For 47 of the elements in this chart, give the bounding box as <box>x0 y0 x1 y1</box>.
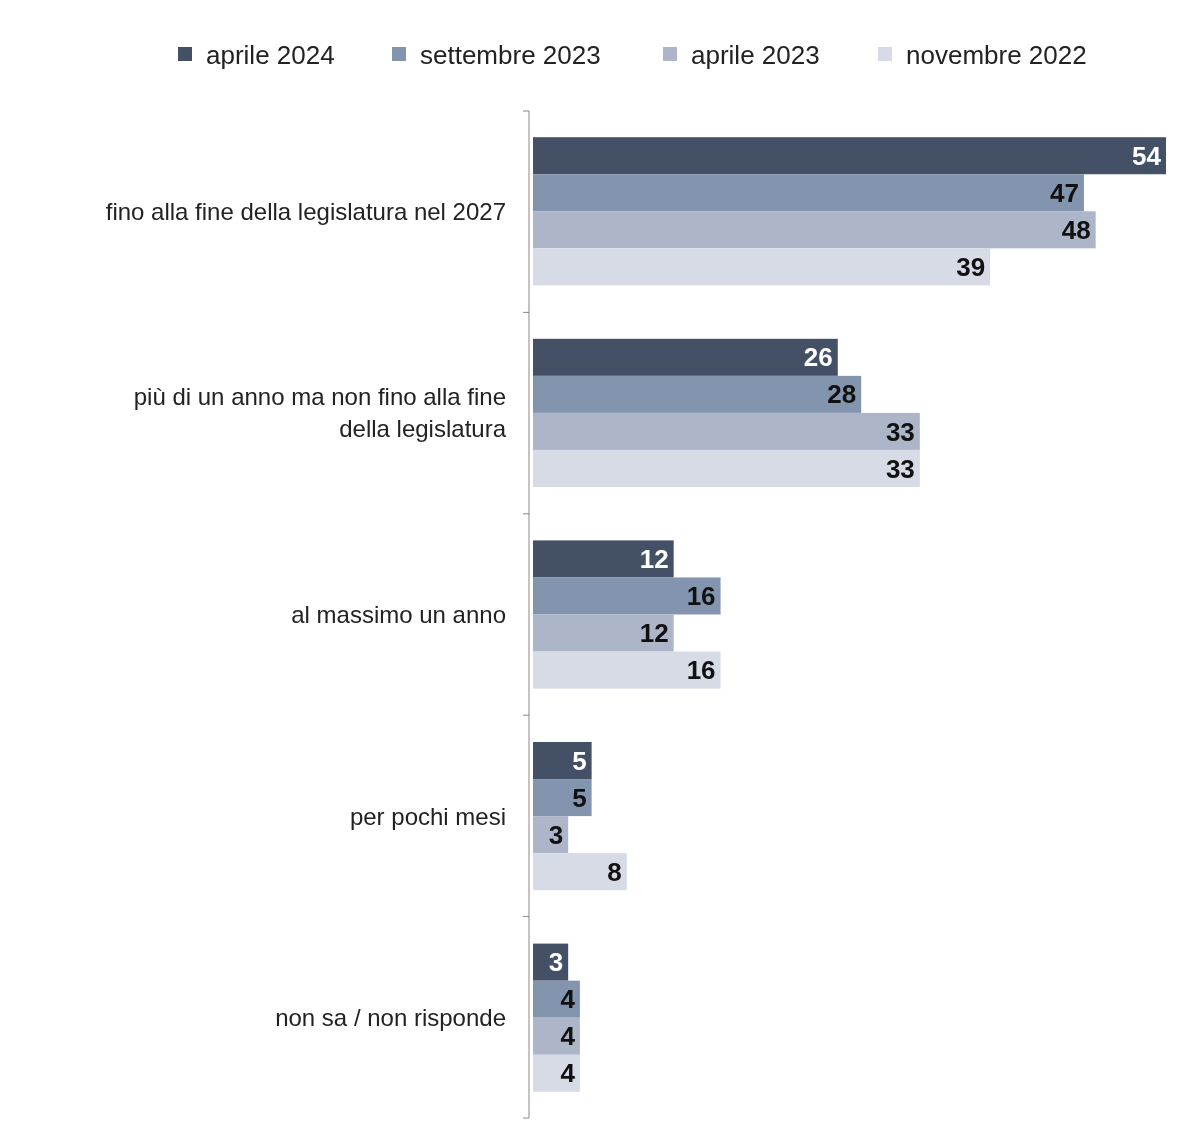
data-label: 54 <box>1132 140 1162 171</box>
data-label: 16 <box>686 655 716 686</box>
y-tick-label: al massimo un anno <box>291 600 506 628</box>
bar <box>533 1017 580 1055</box>
legend-label: novembre 2022 <box>906 40 1087 71</box>
bar <box>533 779 592 817</box>
bar <box>533 1054 580 1092</box>
y-tick-label: fino alla fine della legislatura nel 2027 <box>105 197 506 225</box>
y-tick-label: per pochi mesi <box>349 802 506 830</box>
legend-label: aprile 2023 <box>691 40 820 71</box>
legend-label: settembre 2023 <box>420 40 601 71</box>
data-label: 4 <box>560 984 576 1015</box>
bar <box>533 651 721 689</box>
bar <box>533 338 838 376</box>
data-label: 26 <box>803 342 833 373</box>
data-label: 5 <box>572 745 587 776</box>
bar <box>533 412 920 450</box>
data-label: 48 <box>1061 214 1091 245</box>
bar <box>533 980 580 1018</box>
y-tick-label: più di un anno ma non fino alla fine della legislatura <box>133 383 507 443</box>
data-label: 3 <box>548 819 564 850</box>
bar <box>533 174 1084 212</box>
data-label: 33 <box>885 416 915 447</box>
bar <box>533 742 592 780</box>
legend-label: aprile 2024 <box>206 40 335 71</box>
bar <box>533 540 674 578</box>
bar <box>533 614 674 652</box>
bar <box>533 853 627 891</box>
bar <box>533 137 1166 175</box>
data-label: 5 <box>572 782 587 813</box>
bar <box>533 449 920 487</box>
data-label: 39 <box>956 251 986 282</box>
bar <box>533 248 991 286</box>
bar <box>533 375 862 413</box>
bar <box>533 211 1096 249</box>
data-label: 12 <box>639 618 669 649</box>
data-label: 16 <box>686 581 716 612</box>
data-label: 4 <box>560 1058 576 1089</box>
data-label: 8 <box>607 856 622 887</box>
bar <box>533 577 721 615</box>
data-label: 4 <box>560 1021 576 1052</box>
data-label: 33 <box>885 453 915 484</box>
y-tick-label: non sa / non risponde <box>275 1004 506 1032</box>
data-label: 47 <box>1050 177 1079 208</box>
data-label: 12 <box>639 544 669 575</box>
data-label: 3 <box>548 947 564 978</box>
data-label: 28 <box>827 379 857 410</box>
